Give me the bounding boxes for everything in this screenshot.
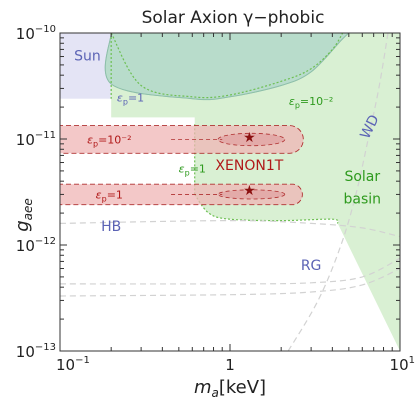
y-tick-label: 10−10 — [16, 24, 56, 43]
y-tick-label: 10−13 — [16, 342, 56, 361]
annotation-eps-p-3: εp=10⁻² — [289, 95, 333, 110]
annotation-sun: Sun — [74, 49, 101, 65]
x-tick-label: 10−1 — [56, 355, 90, 374]
best-fit-star-1: ★ — [243, 130, 256, 146]
xenon-inner-contour-2 — [217, 189, 286, 200]
wd-curve — [287, 33, 389, 351]
annotation-hb: HB — [101, 219, 121, 235]
sun-region — [60, 33, 112, 99]
rg2-curve — [60, 267, 400, 297]
annotation-xenon1t: XENON1T — [215, 158, 283, 174]
xenon-band-label-2: εp=1 — [96, 188, 123, 203]
x-tick-label: 1 — [225, 356, 235, 374]
annotation-basin: basin — [344, 192, 382, 208]
y-axis-label: gaee — [12, 198, 35, 232]
annotation-eps-p-4: εp=1 — [179, 162, 206, 177]
chart-title: Solar Axion γ−phobic — [142, 8, 325, 28]
y-tick-label: 10−12 — [16, 236, 56, 255]
annotation-eps-p-2: εp=1 — [117, 92, 144, 107]
x-axis-label: ma[keV] — [194, 377, 266, 400]
solar-basin-upper-line — [110, 33, 344, 99]
hb-curve — [60, 219, 400, 238]
xenon-band-label-1: εp=10⁻² — [87, 133, 131, 148]
eps-p-1-limit-line — [104, 33, 350, 101]
y-tick-label: 10−11 — [16, 130, 56, 149]
xenon-inner-contour-1 — [217, 132, 286, 147]
x-tick-label: 101 — [390, 355, 415, 374]
annotation-solar: Solar — [344, 169, 380, 185]
rg-curve — [60, 257, 400, 285]
best-fit-star-2: ★ — [243, 183, 256, 199]
annotation-rg: RG — [301, 258, 322, 274]
